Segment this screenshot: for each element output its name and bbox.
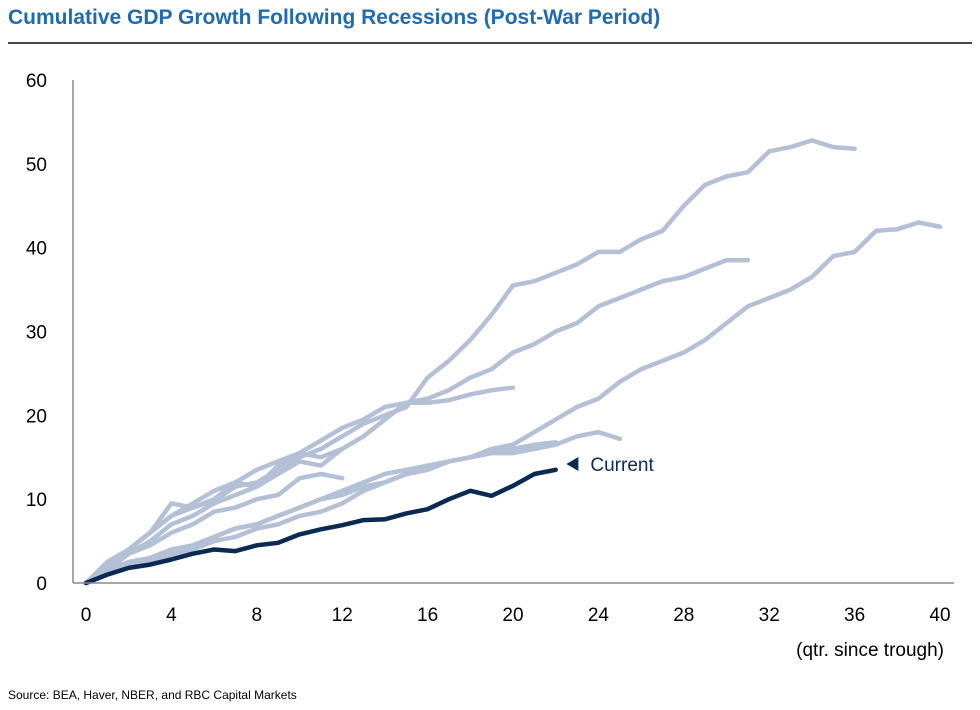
x-axis-unit-label: (qtr. since trough) [796,640,944,661]
series-line-past-recovery [83,220,943,586]
y-tick-label: 60 [26,71,47,92]
y-tick-label: 10 [26,490,47,511]
current-marker-icon [566,456,579,471]
x-tick-label: 12 [332,605,353,626]
series-layer [83,138,943,586]
series-line-past-recovery [83,138,857,586]
gdp-line-chart: 0 10 20 30 40 50 60 0 4 8 12 16 20 24 28 32 36 40 Current… [26,71,954,661]
series-line-past-recovery [83,446,345,586]
series-line-past-recovery [83,439,558,586]
series-line-past-recovery [83,429,623,586]
y-tick-label: 50 [26,155,47,176]
y-tick-label: 20 [26,406,47,427]
x-tick-label: 4 [166,605,177,626]
axes-layer [72,80,954,584]
x-tick-label: 20 [502,605,523,626]
series-line-past-recovery [83,385,516,586]
x-tick-label: 8 [252,605,263,626]
series-line-current [83,467,558,586]
title-divider [8,42,972,44]
series-line-past-recovery [83,257,751,586]
x-tick-label: 24 [588,605,610,626]
x-tick-label: 28 [673,605,694,626]
y-tick-label: 0 [36,574,47,595]
y-tick-label: 40 [26,239,47,260]
x-tick-label: 32 [759,605,780,626]
x-tick-label: 40 [929,605,950,626]
y-tick-label: 30 [26,323,47,344]
x-tick-label: 36 [844,605,865,626]
series-line-past-recovery [83,471,345,586]
current-label: Current [590,455,654,476]
source-note: Source: BEA, Haver, NBER, and RBC Capita… [8,688,297,702]
annotation-layer: Current [566,455,654,476]
chart-title: Cumulative GDP Growth Following Recessio… [8,6,661,29]
x-tick-label: 16 [417,605,438,626]
x-tick-label: 0 [81,605,92,626]
ticks-layer: 0 10 20 30 40 50 60 0 4 8 12 16 20 24 28 32 36 40 [26,71,951,626]
